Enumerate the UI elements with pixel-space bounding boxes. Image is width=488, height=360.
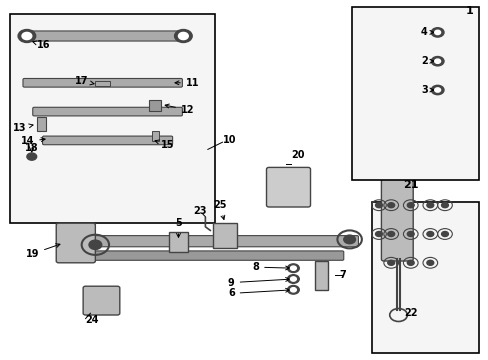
FancyBboxPatch shape (42, 136, 172, 145)
Circle shape (434, 88, 440, 92)
Circle shape (407, 203, 413, 208)
Text: 17: 17 (74, 76, 94, 86)
Bar (95, 81, 110, 86)
Circle shape (343, 235, 355, 244)
Bar (371, 202, 478, 353)
Circle shape (174, 30, 192, 42)
Text: 23: 23 (193, 206, 207, 216)
Text: 16: 16 (33, 40, 50, 50)
Circle shape (290, 266, 296, 270)
Bar (212, 223, 237, 248)
Text: 21: 21 (402, 180, 418, 190)
Circle shape (89, 240, 102, 249)
Text: 20: 20 (291, 150, 305, 160)
Text: 18: 18 (25, 143, 39, 153)
FancyBboxPatch shape (56, 223, 95, 263)
FancyBboxPatch shape (23, 31, 187, 41)
Text: 12: 12 (165, 104, 194, 115)
Bar (315, 261, 327, 290)
Circle shape (441, 231, 447, 237)
FancyBboxPatch shape (23, 78, 182, 87)
Circle shape (387, 260, 394, 265)
Text: 24: 24 (85, 315, 99, 325)
Text: 25: 25 (213, 200, 226, 220)
FancyBboxPatch shape (91, 251, 343, 260)
Circle shape (387, 231, 394, 237)
Circle shape (18, 30, 36, 42)
FancyBboxPatch shape (86, 236, 358, 247)
Bar (351, 7, 478, 180)
Text: 8: 8 (252, 262, 289, 272)
Text: 4: 4 (420, 27, 433, 37)
Text: 1: 1 (465, 6, 472, 16)
Circle shape (426, 231, 433, 237)
Circle shape (287, 264, 299, 273)
FancyBboxPatch shape (266, 167, 310, 207)
Circle shape (287, 275, 299, 283)
Circle shape (426, 260, 433, 265)
Text: 15: 15 (155, 140, 175, 150)
Circle shape (387, 203, 394, 208)
Circle shape (407, 260, 413, 265)
Text: 14: 14 (20, 136, 45, 147)
Text: 3: 3 (420, 85, 433, 95)
Circle shape (290, 277, 296, 281)
Circle shape (441, 203, 447, 208)
Text: 10: 10 (223, 135, 236, 145)
Circle shape (375, 231, 382, 237)
Bar (37, 117, 46, 131)
Text: 9: 9 (227, 278, 289, 288)
Circle shape (407, 231, 413, 237)
Text: 19: 19 (25, 244, 60, 259)
Circle shape (22, 32, 32, 40)
FancyBboxPatch shape (83, 286, 120, 315)
Text: 7: 7 (338, 270, 345, 280)
Circle shape (287, 285, 299, 294)
Text: 13: 13 (13, 123, 33, 133)
Circle shape (434, 30, 440, 35)
FancyBboxPatch shape (381, 121, 412, 261)
Circle shape (430, 28, 443, 37)
FancyBboxPatch shape (33, 107, 182, 116)
Text: 11: 11 (175, 78, 199, 88)
Circle shape (426, 203, 433, 208)
Circle shape (178, 32, 188, 40)
Circle shape (434, 59, 440, 63)
Circle shape (430, 85, 443, 95)
Circle shape (290, 288, 296, 292)
Bar (151, 131, 159, 141)
Bar (168, 232, 188, 252)
Circle shape (430, 57, 443, 66)
Text: 6: 6 (227, 288, 289, 298)
Text: 2: 2 (420, 56, 433, 66)
Circle shape (27, 153, 37, 160)
Circle shape (375, 203, 382, 208)
Text: 22: 22 (403, 308, 417, 318)
Text: 5: 5 (175, 218, 182, 237)
Bar (10, 14, 215, 223)
Bar (149, 100, 161, 111)
